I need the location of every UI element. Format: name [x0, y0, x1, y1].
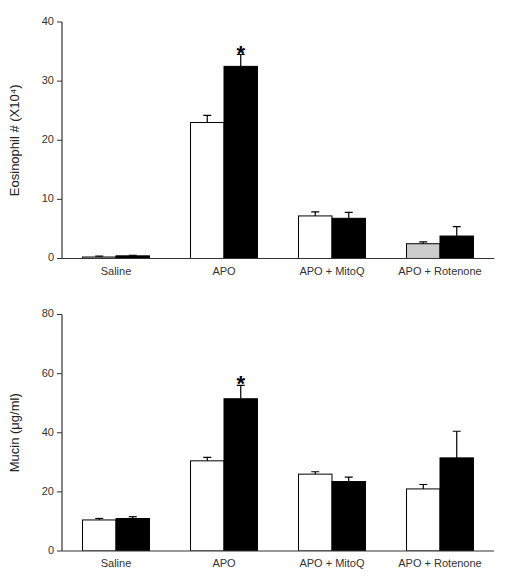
bar: [407, 489, 440, 551]
chart-panel: 0 20 40 60 80 Mucin (μg/ml) Saline APO APO + Mit…: [7, 307, 494, 569]
bar: [116, 518, 149, 551]
x-tick-label: APO: [212, 557, 236, 569]
error-cap: [419, 484, 427, 485]
error-cap: [419, 241, 427, 242]
bar: [191, 461, 224, 551]
x-axis: [62, 258, 494, 259]
figure: 0 10 20 30 40 Eosinophil # (X10⁴) Saline APO APO…: [0, 0, 508, 585]
y-tick-label: 0: [48, 544, 54, 556]
y-tick-label: 20: [42, 485, 54, 497]
chart-panel: 0 10 20 30 40 Eosinophil # (X10⁴) Saline APO APO…: [7, 15, 494, 277]
y-tick: [57, 22, 62, 23]
y-axis: [61, 22, 62, 259]
y-tick: [57, 373, 62, 374]
y-tick-label: 80: [42, 307, 54, 319]
x-axis: [62, 550, 494, 551]
bar: [407, 244, 440, 259]
error-stem: [348, 477, 349, 481]
error-cap: [311, 211, 319, 212]
error-bar: [345, 477, 353, 481]
bar: [332, 218, 365, 258]
bar: [191, 123, 224, 259]
error-bar: [311, 472, 319, 474]
bar: [83, 520, 116, 551]
bar: [299, 474, 332, 551]
error-stem: [348, 212, 349, 218]
y-tick: [57, 81, 62, 82]
error-cap: [129, 255, 137, 256]
error-bar: [453, 227, 461, 236]
error-bar: [129, 255, 137, 257]
error-bar: [95, 256, 103, 258]
y-tick-label: 10: [42, 192, 54, 204]
y-tick: [57, 199, 62, 200]
bar: [440, 458, 473, 551]
bar: [332, 482, 365, 551]
error-cap: [203, 457, 211, 458]
x-tick-label: APO: [212, 265, 236, 277]
error-bar: [203, 457, 211, 461]
error-cap: [311, 471, 319, 472]
bar: [224, 66, 257, 258]
y-tick-label: 0: [48, 251, 54, 263]
error-cap: [203, 115, 211, 116]
bar: [440, 236, 473, 258]
error-bar: [419, 484, 427, 488]
x-tick-label: APO + MitoQ: [299, 265, 365, 277]
y-tick: [57, 551, 62, 552]
error-stem: [207, 115, 208, 122]
y-tick-label: 60: [42, 367, 54, 379]
annotation: *: [236, 41, 245, 66]
x-tick-label: APO + Rotenone: [398, 557, 481, 569]
y-tick: [57, 491, 62, 492]
error-bar: [311, 212, 319, 216]
error-bar: [129, 517, 137, 519]
bars: [83, 55, 474, 259]
error-bar: [203, 115, 211, 122]
error-bar: [453, 431, 461, 458]
bar: [299, 216, 332, 259]
error-stem: [423, 484, 424, 488]
y-tick-label: 40: [42, 15, 54, 27]
y-tick-label: 30: [42, 74, 54, 86]
y-tick: [57, 314, 62, 315]
error-stem: [456, 227, 457, 236]
error-cap: [129, 516, 137, 517]
x-tick-label: Saline: [101, 557, 132, 569]
error-stem: [315, 212, 316, 216]
y-axis-label: Mucin (μg/ml): [7, 393, 22, 472]
y-axis: [61, 315, 62, 552]
y-axis-label: Eosinophil # (X10⁴): [7, 84, 22, 196]
error-cap: [453, 226, 461, 227]
error-cap: [345, 212, 353, 213]
error-stem: [456, 431, 457, 458]
y-tick-label: 40: [42, 426, 54, 438]
bar: [224, 399, 257, 551]
error-cap: [453, 431, 461, 432]
y-tick-label: 20: [42, 133, 54, 145]
error-bar: [419, 242, 427, 244]
error-cap: [95, 518, 103, 519]
error-cap: [345, 476, 353, 477]
y-tick: [57, 140, 62, 141]
error-bar: [95, 518, 103, 519]
bars: [83, 385, 474, 551]
x-tick-label: Saline: [101, 265, 132, 277]
error-cap: [95, 256, 103, 257]
error-bar: [345, 212, 353, 218]
x-tick-label: APO + MitoQ: [299, 557, 365, 569]
annotation: *: [236, 371, 245, 396]
y-tick: [57, 432, 62, 433]
y-tick: [57, 258, 62, 259]
x-tick-label: APO + Rotenone: [398, 265, 481, 277]
